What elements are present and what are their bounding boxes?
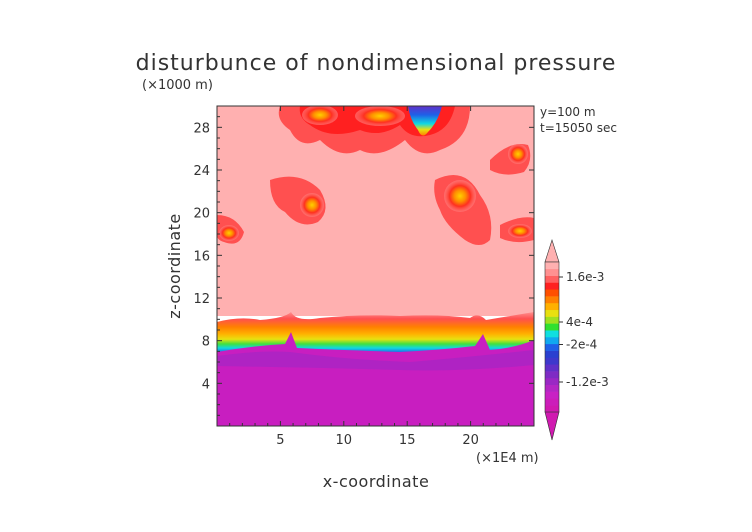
colorbar-swatch (545, 377, 559, 386)
x-tick-label: 15 (399, 433, 416, 448)
colorbar-swatch (545, 364, 559, 372)
colorbar-swatch (545, 343, 559, 351)
y-tick-label: 24 (193, 164, 210, 179)
x-tick-label: 5 (276, 433, 284, 448)
colorbar-swatch (545, 275, 559, 283)
colorbar-swatch (545, 323, 559, 331)
x-tick-label: 20 (462, 433, 479, 448)
colorbar-label: -2e-4 (566, 338, 597, 352)
chart-title: disturbunce of nondimensional pressure (136, 51, 617, 76)
y-tick-label: 12 (193, 292, 210, 307)
y-axis-label: z-coordinate (165, 213, 184, 319)
y-tick-label: 28 (193, 121, 210, 136)
colorbar-swatch (545, 268, 559, 276)
y-tick-label: 8 (202, 335, 210, 350)
annotation-y: y=100 m (540, 105, 596, 119)
colorbar-label: -1.2e-3 (566, 375, 609, 389)
colorbar-label: 1.6e-3 (566, 270, 604, 284)
colorbar-swatch (545, 384, 559, 392)
colorbar-swatch (545, 405, 559, 413)
colorbar-swatch (545, 330, 559, 338)
colorbar-swatch (545, 337, 559, 345)
colorbar-swatch (545, 289, 559, 297)
colorbar-swatch (545, 302, 559, 311)
colorbar-swatch (545, 350, 559, 358)
x-axis-label: x-coordinate (323, 472, 430, 491)
x-unit-label: (×1E4 m) (476, 451, 539, 466)
colorbar: 1.6e-3 4e-4 -2e-4 -1.2e-3 (544, 239, 609, 441)
colorbar-swatch (545, 357, 559, 365)
colorbar-frame (544, 261, 560, 413)
colorbar-swatch (545, 391, 559, 399)
heatmap-field (217, 106, 534, 426)
colorbar-max-arrow (544, 239, 560, 263)
y-unit-label: (×1000 m) (142, 78, 213, 93)
y-tick-label: 16 (193, 249, 210, 264)
colorbar-swatch (545, 398, 559, 406)
colorbar-swatch (545, 309, 559, 317)
colorbar-label: 4e-4 (566, 315, 593, 329)
colorbar-min-arrow (544, 411, 560, 441)
colorbar-swatch (545, 296, 559, 304)
region-top-negative-core (408, 106, 442, 136)
colorbar-swatch (545, 371, 559, 379)
y-axis: 4 8 12 16 20 24 28 (193, 116, 534, 416)
x-tick-label: 10 (336, 433, 353, 448)
colorbar-swatch (545, 316, 559, 324)
colorbar-swatch (545, 262, 559, 270)
colorbar-swatch (545, 282, 559, 290)
y-tick-label: 20 (193, 207, 210, 222)
annotation-time: t=15050 sec (540, 121, 617, 135)
y-tick-label: 4 (202, 377, 210, 392)
x-axis: 5 10 15 20 (229, 106, 522, 448)
